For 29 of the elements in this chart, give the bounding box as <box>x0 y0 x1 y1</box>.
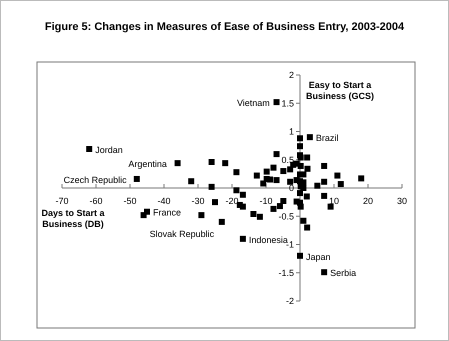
x-axis-title: Days to Start a Business (DB) <box>41 208 106 229</box>
annotation: Jordan <box>95 145 123 156</box>
y-tick-label: -1.5 <box>278 268 294 278</box>
annotation: Vietnam <box>236 98 270 108</box>
annotation: Czech Republic <box>64 174 128 185</box>
annotation: Slovak Republic <box>150 229 215 240</box>
x-tick-label: -40 <box>157 196 171 206</box>
x-tick-label: 10 <box>328 196 340 206</box>
y-tick-label: 1 <box>288 126 294 136</box>
x-tick-label: -10 <box>259 196 273 206</box>
annotation: Indonesia <box>248 234 288 245</box>
y-tick-label: -2 <box>286 296 294 306</box>
x-tick-label: -60 <box>89 196 103 206</box>
y-tick-label: 1.5 <box>281 98 294 108</box>
annotation: Japan <box>306 252 331 262</box>
x-tick-label: 20 <box>362 196 374 206</box>
annotation: France <box>153 208 182 218</box>
annotation: Argentina <box>128 159 167 170</box>
y-tick-label: 2 <box>288 70 294 80</box>
y-tick-label: 0 <box>288 183 294 193</box>
x-tick-label: -70 <box>55 196 69 206</box>
x-tick-label: -30 <box>191 196 205 206</box>
y-axis-title: Easy to Start a Business (GCS) <box>306 80 374 101</box>
annotation: Serbia <box>330 268 356 278</box>
x-tick-label: 30 <box>396 196 408 206</box>
chart-title: Figure 5: Changes in Measures of Ease of Business Entry, 2003-2004 <box>44 21 406 33</box>
annotation: Brazil <box>316 133 338 144</box>
x-tick-label: -50 <box>123 196 137 206</box>
y-tick-label: -0.5 <box>278 211 294 222</box>
